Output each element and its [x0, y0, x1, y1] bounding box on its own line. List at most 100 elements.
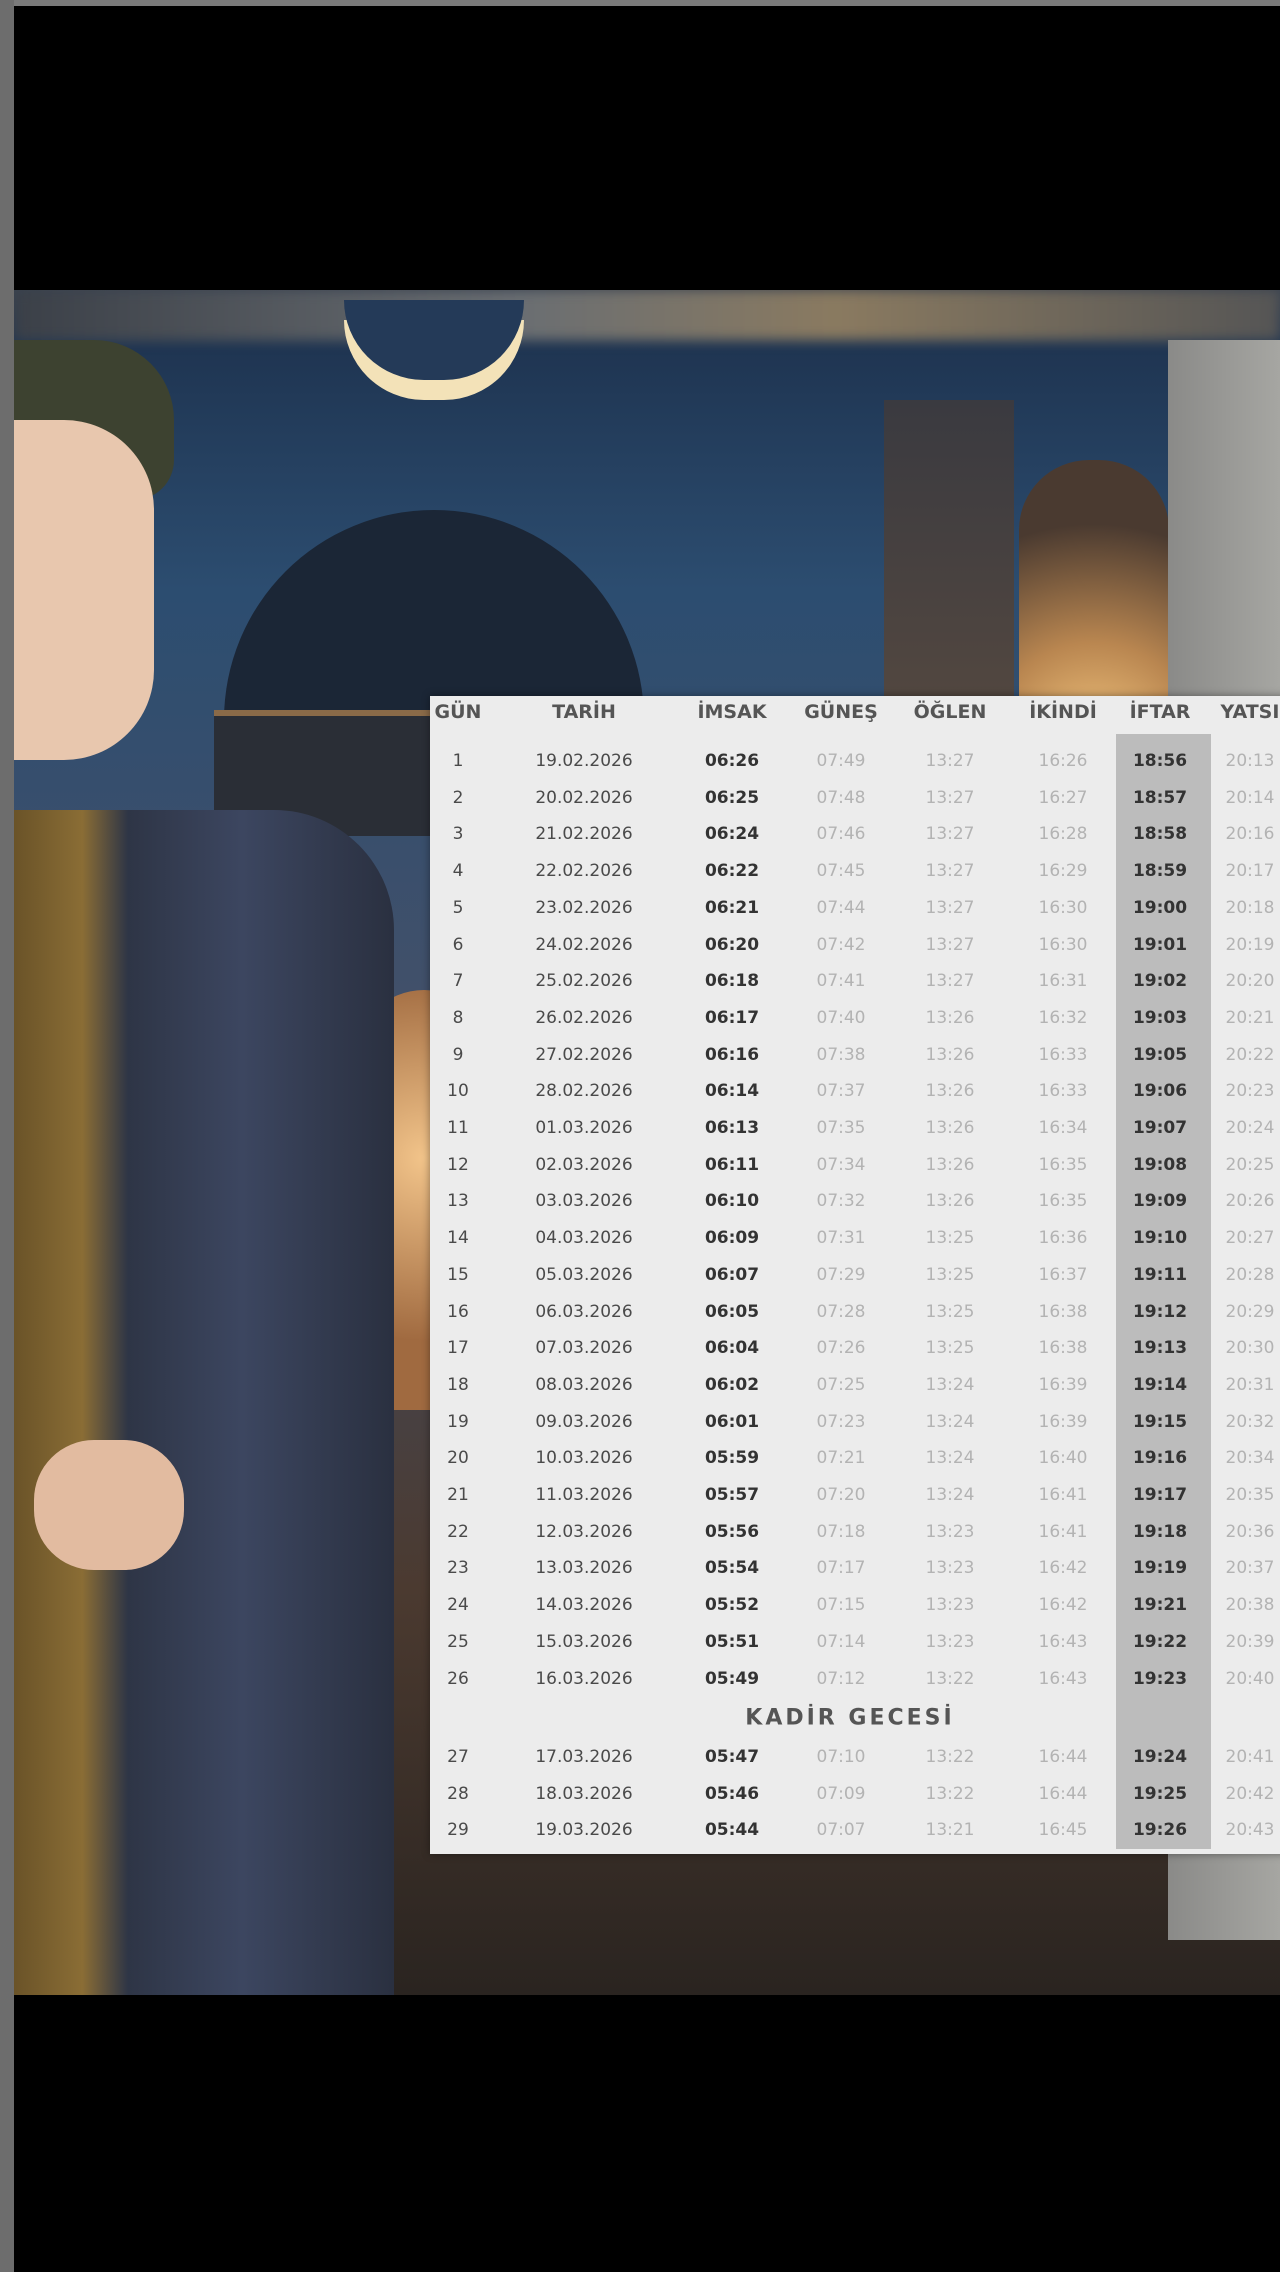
iftar-cell: 19:07 [1132, 1118, 1188, 1138]
noon-cell: 13:27 [925, 787, 975, 808]
day-cell: 10 [447, 1081, 469, 1102]
sunrise-cell: 07:25 [816, 1374, 866, 1395]
iftar-cell: 18:58 [1132, 824, 1188, 845]
sunrise-cell: 07:46 [816, 824, 866, 845]
iftar-cell: 19:01 [1132, 934, 1188, 955]
isha-cell: 20:32 [1225, 1411, 1275, 1432]
iftar-cell: 18:57 [1132, 787, 1188, 808]
iftar-cell: 19:12 [1132, 1301, 1188, 1322]
sunrise-cell: 07:20 [816, 1485, 866, 1505]
day-cell: 15 [447, 1264, 469, 1285]
ramadan-table: KADİR GECESİ GÜN TARİH İMSAK GÜNEŞ ÖĞLEN İKİN… [430, 696, 1280, 1854]
imsak-cell: 06:24 [704, 824, 760, 845]
date-cell: 03.03.2026 [535, 1191, 633, 1212]
isha-cell: 20:42 [1225, 1783, 1275, 1804]
afternoon-cell: 16:26 [1038, 751, 1088, 771]
noon-cell: 13:23 [925, 1631, 975, 1652]
afternoon-cell: 16:39 [1038, 1374, 1088, 1395]
afternoon-cell: 16:37 [1038, 1264, 1088, 1285]
day-cell: 13 [447, 1191, 469, 1212]
sunrise-cell: 07:10 [816, 1747, 866, 1767]
noon-cell: 13:27 [925, 897, 975, 918]
afternoon-cell: 16:30 [1038, 934, 1088, 955]
isha-cell: 20:34 [1225, 1448, 1275, 1469]
isha-cell: 20:16 [1225, 824, 1275, 845]
afternoon-cell: 16:43 [1038, 1631, 1088, 1652]
day-cell: 16 [447, 1301, 469, 1322]
afternoon-cell: 16:34 [1038, 1118, 1088, 1138]
blur [14, 290, 1280, 340]
date-cell: 08.03.2026 [535, 1374, 633, 1395]
noon-cell: 13:22 [925, 1747, 975, 1767]
date-cell: 17.03.2026 [535, 1747, 633, 1767]
date-cell: 01.03.2026 [535, 1118, 633, 1138]
iftar-cell: 19:15 [1132, 1411, 1188, 1432]
afternoon-cell: 16:36 [1038, 1228, 1088, 1249]
imsak-cell: 05:44 [704, 1820, 760, 1841]
noon-cell: 13:25 [925, 1264, 975, 1285]
noon-cell: 13:23 [925, 1595, 975, 1616]
imsak-cell: 06:20 [704, 934, 760, 955]
noon-cell: 13:26 [925, 1154, 975, 1175]
day-cell: 11 [447, 1118, 469, 1138]
imsak-cell: 05:56 [704, 1521, 760, 1542]
date-cell: 20.02.2026 [535, 787, 633, 808]
noon-cell: 13:26 [925, 1081, 975, 1102]
column-header: İFTAR [1129, 701, 1191, 723]
date-cell: 28.02.2026 [535, 1081, 633, 1102]
column-header: GÜNEŞ [804, 701, 878, 723]
sunrise-cell: 07:09 [816, 1783, 866, 1804]
day-cell: 7 [452, 971, 464, 992]
date-cell: 14.03.2026 [535, 1595, 633, 1616]
day-cell: 12 [447, 1154, 469, 1175]
day-cell: 4 [452, 861, 464, 882]
noon-cell: 13:27 [925, 934, 975, 955]
afternoon-cell: 16:35 [1038, 1154, 1088, 1175]
iftar-cell: 19:02 [1132, 971, 1188, 992]
imsak-cell: 06:05 [704, 1301, 760, 1322]
isha-cell: 20:25 [1225, 1154, 1275, 1175]
afternoon-cell: 16:42 [1038, 1595, 1088, 1616]
isha-cell: 20:30 [1225, 1338, 1275, 1359]
noon-cell: 13:27 [925, 861, 975, 882]
isha-cell: 20:36 [1225, 1521, 1275, 1542]
sunrise-cell: 07:07 [816, 1820, 866, 1841]
afternoon-cell: 16:33 [1038, 1081, 1088, 1102]
afternoon-cell: 16:38 [1038, 1338, 1088, 1359]
date-cell: 27.02.2026 [535, 1044, 633, 1065]
date-cell: 15.03.2026 [535, 1631, 633, 1652]
noon-cell: 13:27 [925, 824, 975, 845]
noon-cell: 13:24 [925, 1411, 975, 1432]
sunrise-cell: 07:23 [816, 1411, 866, 1432]
iftar-cell: 19:03 [1132, 1007, 1188, 1028]
date-cell: 23.02.2026 [535, 897, 633, 918]
imsak-cell: 06:14 [704, 1081, 760, 1102]
imsak-cell: 06:10 [704, 1191, 760, 1212]
noon-cell: 13:23 [925, 1521, 975, 1542]
noon-cell: 13:26 [925, 1007, 975, 1028]
date-cell: 24.02.2026 [535, 934, 633, 955]
sunrise-cell: 07:17 [816, 1558, 866, 1579]
afternoon-cell: 16:30 [1038, 897, 1088, 918]
column-header: İMSAK [697, 701, 767, 723]
day-cell: 26 [447, 1668, 469, 1689]
iftar-highlight [1116, 734, 1211, 1849]
date-cell: 21.02.2026 [535, 824, 633, 845]
isha-cell: 20:27 [1225, 1228, 1275, 1249]
sunrise-cell: 07:14 [816, 1631, 866, 1652]
isha-cell: 20:28 [1225, 1264, 1275, 1285]
isha-cell: 20:20 [1225, 971, 1275, 992]
noon-cell: 13:22 [925, 1668, 975, 1689]
sunrise-cell: 07:48 [816, 787, 866, 808]
imsak-cell: 06:11 [704, 1154, 760, 1175]
date-cell: 12.03.2026 [535, 1521, 633, 1542]
iftar-cell: 19:19 [1132, 1558, 1188, 1579]
isha-cell: 20:29 [1225, 1301, 1275, 1322]
day-cell: 6 [452, 934, 464, 955]
iftar-cell: 19:09 [1132, 1191, 1188, 1212]
column-header: GÜN [434, 701, 482, 723]
day-cell: 1 [452, 751, 464, 771]
sunrise-cell: 07:21 [816, 1448, 866, 1469]
afternoon-cell: 16:27 [1038, 787, 1088, 808]
